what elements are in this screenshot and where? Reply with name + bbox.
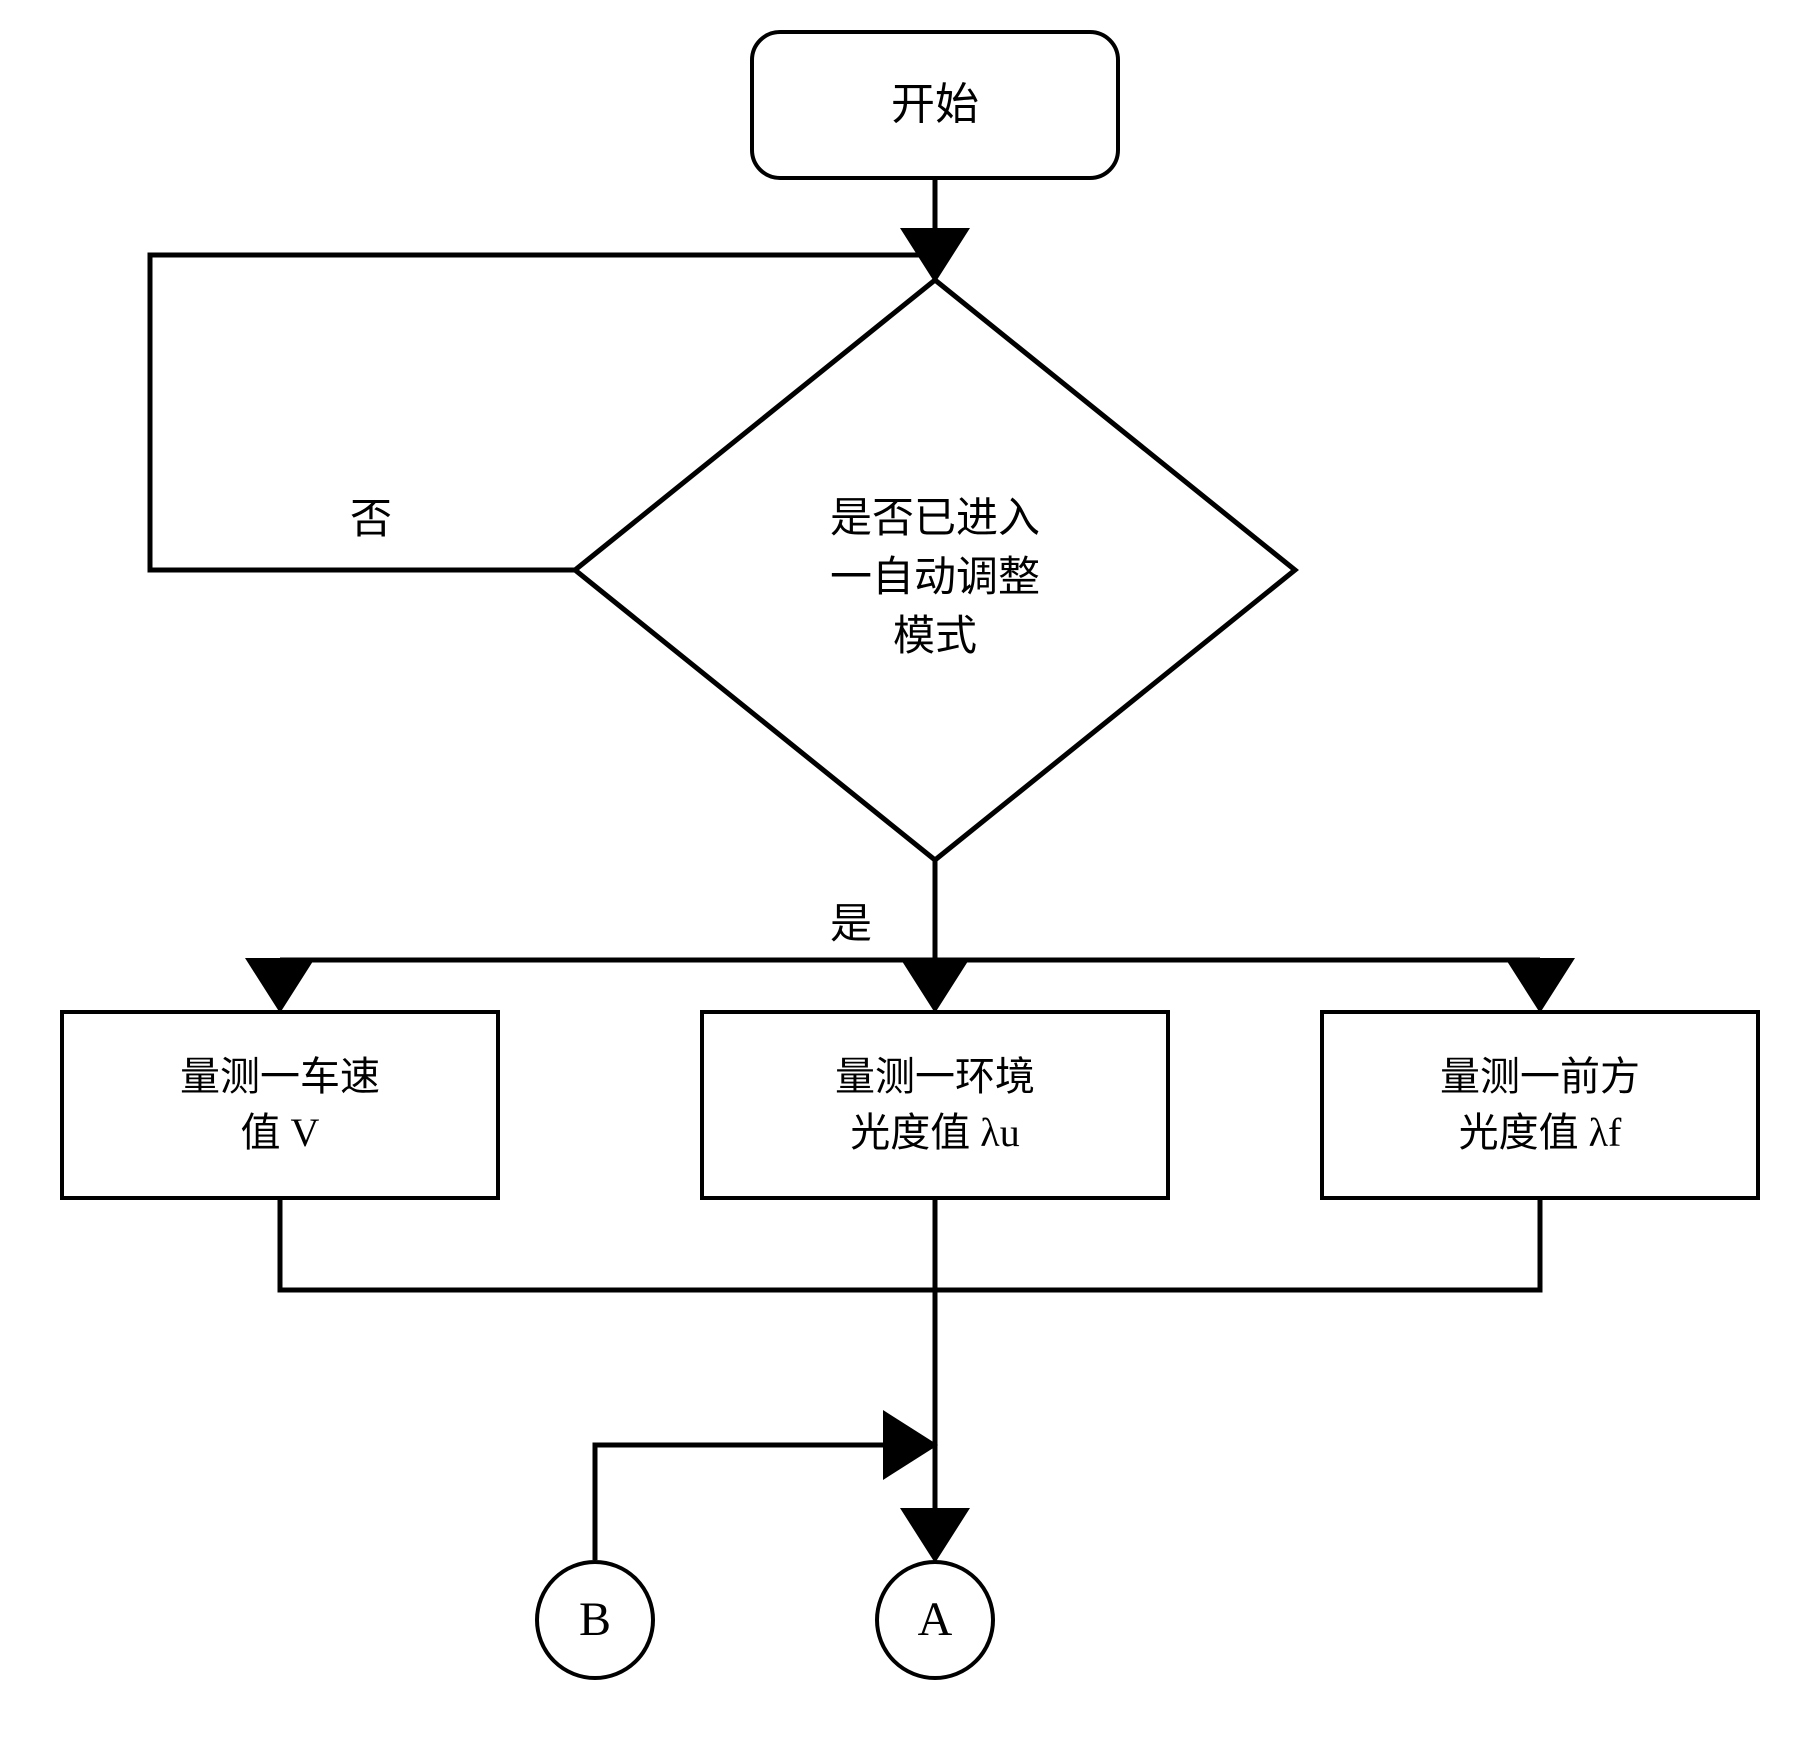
process-front-light-node: 量测一前方 光度值 λf: [1320, 1010, 1760, 1200]
process-speed-node: 量测一车速 值 V: [60, 1010, 500, 1200]
edge-b-mainflow: [595, 1445, 933, 1560]
edge-label-no-text: 否: [350, 497, 392, 543]
start-node: 开始: [750, 30, 1120, 180]
connector-b-label: B: [579, 1586, 611, 1653]
process-front-light-label: 量测一前方 光度值 λf: [1440, 1049, 1640, 1161]
process-speed-label: 量测一车速 值 V: [180, 1049, 380, 1161]
start-label: 开始: [891, 74, 979, 136]
process-env-light-node: 量测一环境 光度值 λu: [700, 1010, 1170, 1200]
edge-label-yes: 是: [830, 890, 872, 951]
edge-label-yes-text: 是: [830, 902, 872, 948]
process-env-light-label: 量测一环境 光度值 λu: [835, 1049, 1035, 1161]
decision-label: 是否已进入 一自动调整 模式: [830, 496, 1040, 660]
connector-a: A: [875, 1560, 995, 1680]
connector-b: B: [535, 1560, 655, 1680]
edge-p1-merge: [280, 1200, 935, 1290]
edge-p3-merge: [935, 1200, 1540, 1290]
decision-node-text: 是否已进入 一自动调整 模式: [785, 490, 1085, 666]
edge-label-no: 否: [350, 485, 392, 546]
flowchart-edges: [0, 0, 1806, 1739]
connector-a-label: A: [918, 1586, 953, 1653]
flowchart-container: 开始 是否已进入 一自动调整 模式 量测一车速 值 V 量测一环境 光度值 λu…: [0, 0, 1806, 1739]
